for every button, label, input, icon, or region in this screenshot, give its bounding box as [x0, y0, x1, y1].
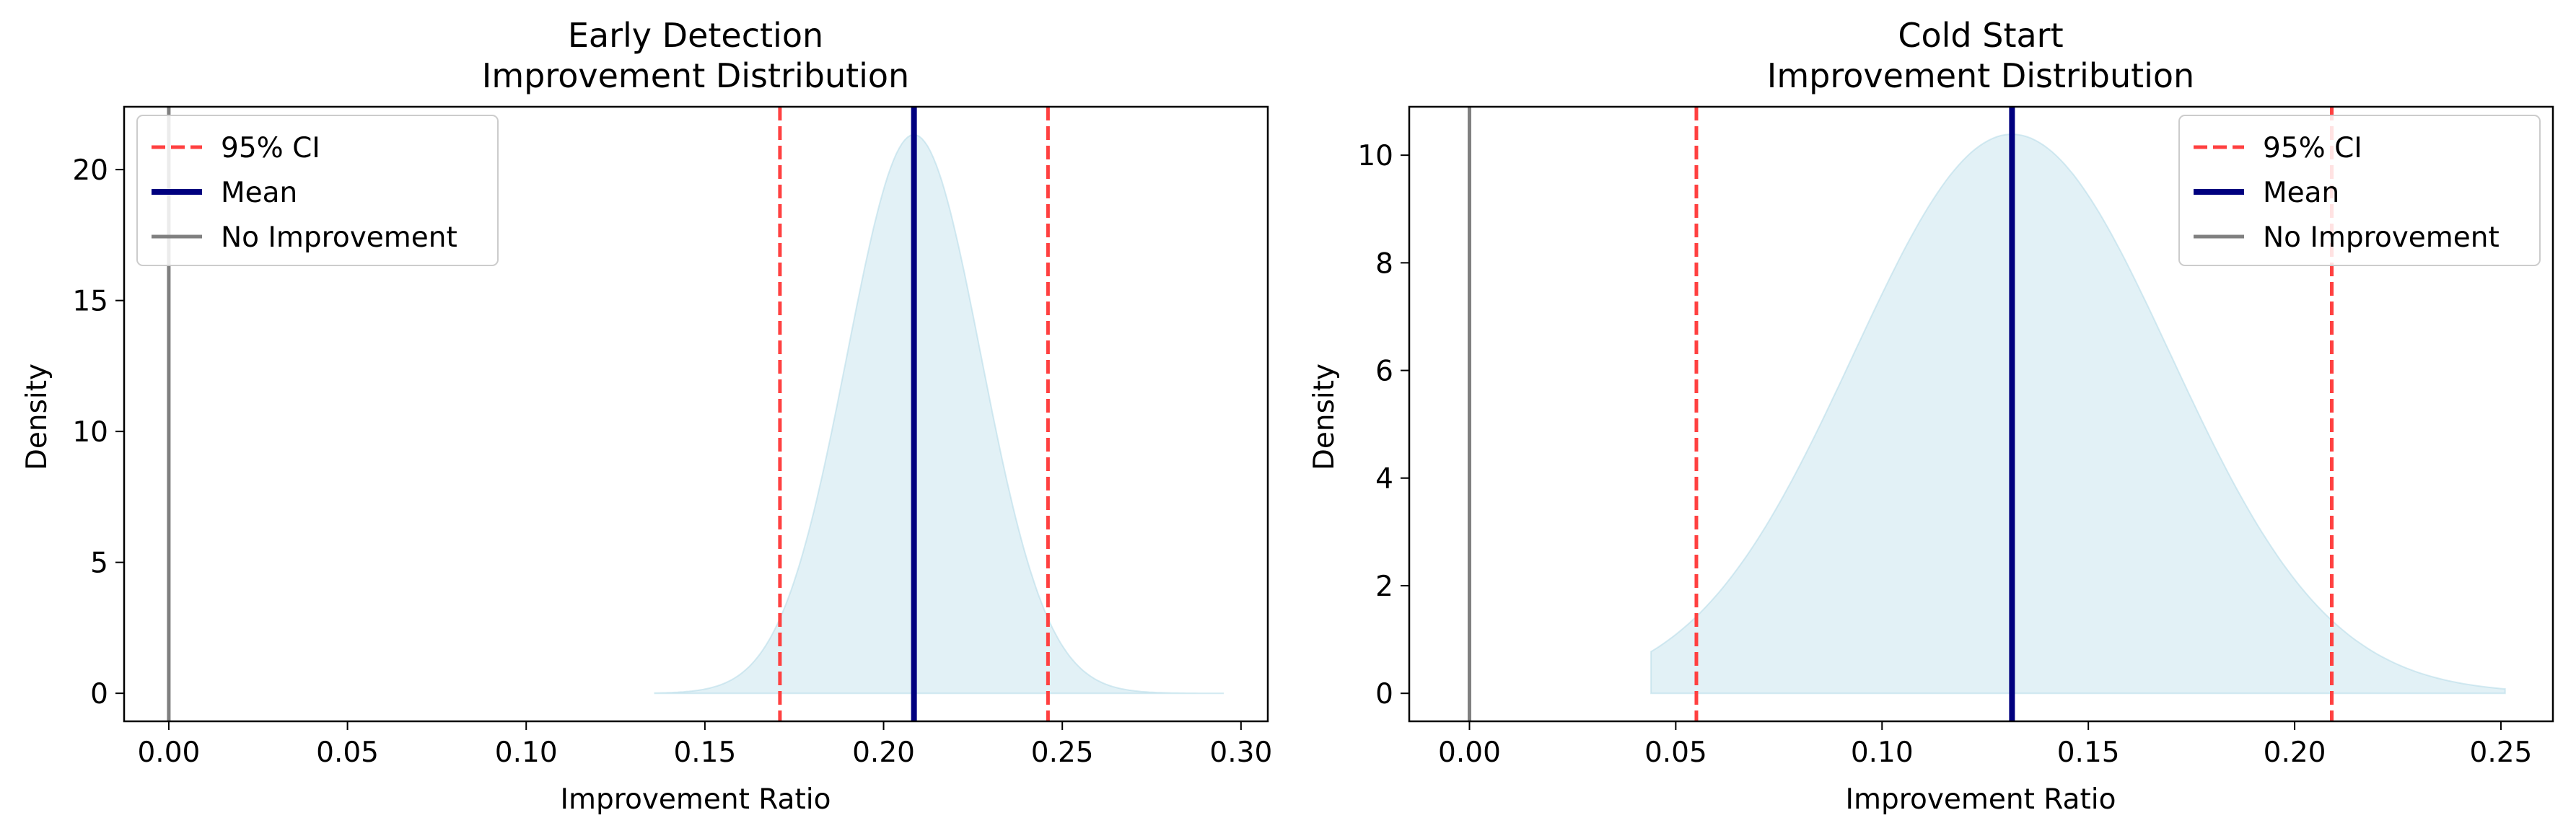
legend: 95% CI Mean No Improvement — [2178, 115, 2541, 266]
x-tick-label: 0.25 — [1031, 736, 1094, 769]
y-tick-label: 6 — [1375, 356, 1393, 388]
legend-label: Mean — [2263, 177, 2339, 209]
y-tick-label: 0 — [1375, 678, 1393, 710]
x-tick-label: 0.05 — [1644, 736, 1707, 769]
y-tick-label: 10 — [1357, 140, 1393, 172]
legend-label: 95% CI — [221, 132, 320, 164]
chart-panel-cold-start: Cold Start Improvement Distribution Impr… — [1308, 16, 2554, 816]
chart-title-line2: Improvement Distribution — [482, 56, 909, 95]
y-tick-label: 15 — [72, 286, 108, 318]
legend-label: No Improvement — [2263, 221, 2500, 254]
legend: 95% CI Mean No Improvement — [136, 115, 499, 266]
legend-box — [136, 115, 499, 266]
legend-label: 95% CI — [2263, 132, 2362, 164]
chart-title-line2: Improvement Distribution — [1767, 56, 2194, 95]
x-tick-label: 0.20 — [852, 736, 915, 769]
density-area — [1650, 133, 2506, 695]
x-axis-label: Improvement Ratio — [1846, 783, 2116, 816]
y-tick-label: 4 — [1375, 463, 1393, 496]
y-tick-label: 20 — [72, 154, 108, 187]
plot-frame — [1408, 105, 2554, 723]
plot-frame — [123, 105, 1269, 723]
legend-label: No Improvement — [221, 221, 457, 254]
chart-panel-early-detection: Early Detection Improvement Distribution… — [21, 16, 1272, 816]
x-tick-label: 0.10 — [1851, 736, 1914, 769]
y-tick-label: 2 — [1375, 571, 1393, 603]
y-tick-label: 8 — [1375, 247, 1393, 280]
x-tick-label: 0.30 — [1209, 736, 1272, 769]
chart-title-line1: Early Detection — [568, 16, 823, 55]
x-tick-label: 0.20 — [2264, 736, 2326, 769]
x-tick-label: 0.00 — [1438, 736, 1501, 769]
y-axis-label: Density — [1308, 364, 1341, 470]
x-tick-label: 0.00 — [137, 736, 200, 769]
y-tick-label: 5 — [90, 547, 108, 580]
legend-box — [2178, 115, 2541, 266]
y-tick-label: 10 — [72, 416, 108, 449]
legend-label: Mean — [221, 177, 297, 209]
density-area — [654, 133, 1225, 695]
x-tick-label: 0.25 — [2470, 736, 2533, 769]
x-tick-label: 0.15 — [2057, 736, 2120, 769]
y-tick-label: 0 — [90, 678, 108, 710]
x-axis-label: Improvement Ratio — [561, 783, 831, 816]
x-tick-label: 0.10 — [495, 736, 558, 769]
chart-title-line1: Cold Start — [1898, 16, 2063, 55]
x-tick-label: 0.15 — [673, 736, 736, 769]
x-tick-label: 0.05 — [316, 736, 379, 769]
y-axis-label: Density — [21, 364, 53, 470]
